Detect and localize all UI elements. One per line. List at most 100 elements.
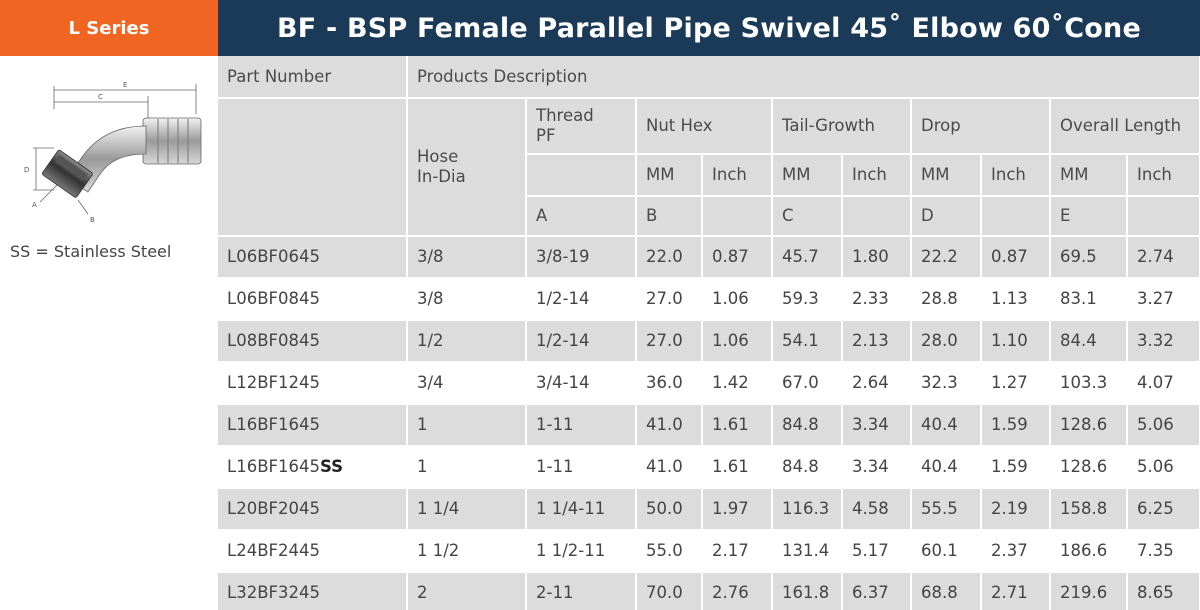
series-tab[interactable]: L Series [0, 0, 218, 56]
cell-nut-mm: 22.0 [636, 236, 703, 279]
cell-tail-inch: 5.17 [842, 530, 912, 573]
header-hose-in-dia: Hose In-Dia [407, 98, 527, 237]
cell-nut-mm: 27.0 [636, 320, 703, 363]
table-row: L20BF2045 1 1/4 1 1/4-11 50.0 1.97 116.3 4.58 5… [218, 488, 1200, 531]
cell-part-number: L06BF0845 [218, 278, 408, 321]
header-part-number-blank [218, 98, 408, 237]
cell-thread: 1-11 [526, 404, 637, 447]
table-row: L06BF0645 3/8 3/8-19 22.0 0.87 45.7 1.80 22.2 0.… [218, 236, 1200, 279]
cell-drop-inch: 0.87 [981, 236, 1051, 279]
cell-hose: 2 [407, 572, 527, 610]
cell-tail-mm: 116.3 [772, 488, 843, 531]
cell-nut-mm: 41.0 [636, 446, 703, 489]
header-nut-mm: MM [636, 154, 703, 197]
cell-thread: 1 1/4-11 [526, 488, 637, 531]
cell-part-number: L20BF2045 [218, 488, 408, 531]
cell-part-number: L24BF2445 [218, 530, 408, 573]
header-length-inch: Inch [1127, 154, 1200, 197]
table-row: L24BF2445 1 1/2 1 1/2-11 55.0 2.17 131.4 5.17 6… [218, 530, 1200, 573]
cell-nut-mm: 50.0 [636, 488, 703, 531]
cell-drop-inch: 2.71 [981, 572, 1051, 610]
cell-drop-mm: 55.5 [911, 488, 982, 531]
header-products-description: Products Description [407, 56, 1200, 99]
cell-length-mm: 219.6 [1050, 572, 1128, 610]
cell-drop-inch: 1.27 [981, 362, 1051, 405]
diagram-label-d: D [24, 166, 29, 174]
cell-thread: 2-11 [526, 572, 637, 610]
header-length-mm: MM [1050, 154, 1128, 197]
cell-nut-inch: 1.61 [702, 404, 773, 447]
cell-thread: 1/2-14 [526, 320, 637, 363]
cell-thread: 3/4-14 [526, 362, 637, 405]
cell-part-number: L08BF0845 [218, 320, 408, 363]
cell-thread: 3/8-19 [526, 236, 637, 279]
header-thread-pf: Thread PF [526, 98, 637, 155]
cell-drop-inch: 1.13 [981, 278, 1051, 321]
cell-drop-mm: 32.3 [911, 362, 982, 405]
cell-length-inch: 7.35 [1127, 530, 1200, 573]
cell-nut-mm: 41.0 [636, 404, 703, 447]
cell-hose: 3/4 [407, 362, 527, 405]
cell-length-mm: 158.8 [1050, 488, 1128, 531]
cell-tail-mm: 54.1 [772, 320, 843, 363]
cell-hose: 3/8 [407, 278, 527, 321]
cell-drop-inch: 2.37 [981, 530, 1051, 573]
cell-length-mm: 128.6 [1050, 404, 1128, 447]
cell-part-number: L16BF1645 [218, 404, 408, 447]
cell-part-number: L12BF1245 [218, 362, 408, 405]
table-row: L08BF0845 1/2 1/2-14 27.0 1.06 54.1 2.13 28.0 1.… [218, 320, 1200, 363]
cell-drop-inch: 1.59 [981, 404, 1051, 447]
table-row: L16BF1645 1 1-11 41.0 1.61 84.8 3.34 40.4 1.59 12… [218, 404, 1200, 447]
cell-thread: 1-11 [526, 446, 637, 489]
header-col-c: C [772, 196, 843, 237]
part-suffix: SS [320, 457, 344, 476]
cell-length-inch: 6.25 [1127, 488, 1200, 531]
cell-nut-inch: 1.97 [702, 488, 773, 531]
cell-nut-inch: 1.61 [702, 446, 773, 489]
header-tail-growth: Tail-Growth [772, 98, 912, 155]
header-tail-mm: MM [772, 154, 843, 197]
header-col-d-blank [981, 196, 1051, 237]
cell-hose: 1 1/2 [407, 530, 527, 573]
cell-length-mm: 103.3 [1050, 362, 1128, 405]
cell-thread: 1/2-14 [526, 278, 637, 321]
cell-length-inch: 4.07 [1127, 362, 1200, 405]
header-col-e: E [1050, 196, 1128, 237]
cell-drop-inch: 1.10 [981, 320, 1051, 363]
table-row: L32BF3245 2 2-11 70.0 2.76 161.8 6.37 68.8 2.71 2… [218, 572, 1200, 610]
cell-nut-inch: 2.76 [702, 572, 773, 610]
cell-nut-inch: 2.17 [702, 530, 773, 573]
header-col-a: A [526, 196, 637, 237]
cell-thread: 1 1/2-11 [526, 530, 637, 573]
cell-drop-mm: 28.8 [911, 278, 982, 321]
cell-nut-mm: 70.0 [636, 572, 703, 610]
spec-table: Part Number Products Description Hose In-… [218, 56, 1200, 610]
cell-nut-inch: 1.42 [702, 362, 773, 405]
diagram-label-b: B [90, 216, 95, 224]
diagram-label-e: E [123, 81, 127, 89]
cell-hose: 1 1/4 [407, 488, 527, 531]
header-drop-inch: Inch [981, 154, 1051, 197]
cell-drop-inch: 1.59 [981, 446, 1051, 489]
header-overall-length: Overall Length [1050, 98, 1200, 155]
cell-length-inch: 3.27 [1127, 278, 1200, 321]
cell-length-mm: 84.4 [1050, 320, 1128, 363]
cell-tail-mm: 67.0 [772, 362, 843, 405]
cell-length-inch: 2.74 [1127, 236, 1200, 279]
cell-drop-mm: 60.1 [911, 530, 982, 573]
header-thread-blank [526, 154, 637, 197]
cell-tail-inch: 4.58 [842, 488, 912, 531]
cell-part-number: L06BF0645 [218, 236, 408, 279]
cell-tail-inch: 2.64 [842, 362, 912, 405]
header-part-number: Part Number [218, 56, 408, 99]
cell-drop-mm: 68.8 [911, 572, 982, 610]
header-nut-inch: Inch [702, 154, 773, 197]
fitting-diagram: E C D A B [24, 81, 202, 224]
cell-length-mm: 83.1 [1050, 278, 1128, 321]
cell-tail-mm: 161.8 [772, 572, 843, 610]
cell-length-mm: 128.6 [1050, 446, 1128, 489]
cell-hose: 3/8 [407, 236, 527, 279]
cell-part-number: L16BF1645SS [218, 446, 408, 489]
cell-tail-mm: 84.8 [772, 404, 843, 447]
cell-tail-inch: 2.13 [842, 320, 912, 363]
